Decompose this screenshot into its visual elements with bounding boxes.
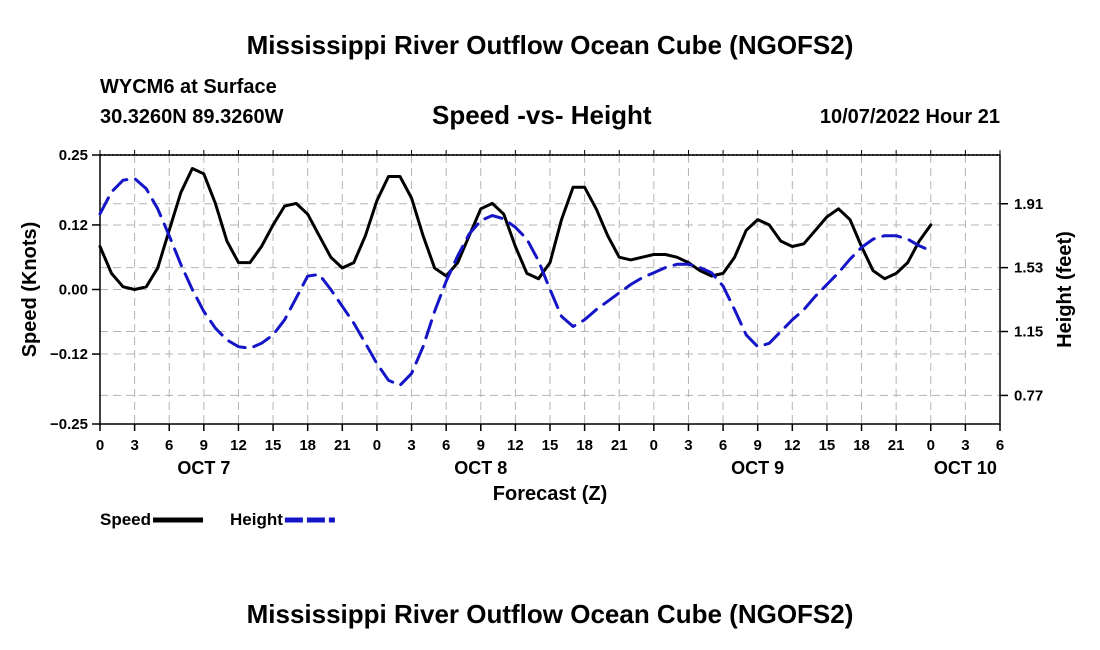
station-label: WYCM6 at Surface xyxy=(100,76,277,98)
x-tick-label: 18 xyxy=(576,437,593,454)
x-tick-label: 0 xyxy=(96,437,104,454)
date-label: OCT 9 xyxy=(731,458,784,478)
x-tick-label: 18 xyxy=(853,437,870,454)
x-axis-title: Forecast (Z) xyxy=(493,483,607,505)
x-tick-label: 18 xyxy=(299,437,316,454)
y-left-tick-label: −0.25 xyxy=(50,416,88,433)
x-tick-label: 6 xyxy=(996,437,1004,454)
station-coordinates: 30.3260N 89.3260W xyxy=(100,106,284,128)
x-tick-label: 9 xyxy=(200,437,208,454)
x-tick-label: 3 xyxy=(961,437,969,454)
x-tick-label: 3 xyxy=(130,437,138,454)
x-tick-label: 12 xyxy=(507,437,524,454)
x-tick-label: 15 xyxy=(265,437,282,454)
x-tick-label: 21 xyxy=(888,437,905,454)
date-label: OCT 8 xyxy=(454,458,507,478)
y-right-axis-title: Height (feet) xyxy=(1054,231,1076,348)
chart-footer-title: Mississippi River Outflow Ocean Cube (NG… xyxy=(246,599,854,629)
x-tick-label: 0 xyxy=(927,437,935,454)
x-tick-label: 6 xyxy=(442,437,450,454)
x-tick-label: 21 xyxy=(334,437,351,454)
x-tick-label: 9 xyxy=(754,437,762,454)
x-tick-label: 12 xyxy=(784,437,801,454)
y-right-tick-label: 1.53 xyxy=(1014,260,1043,277)
y-right-tick-label: 1.15 xyxy=(1014,324,1043,341)
forecast-datetime: 10/07/2022 Hour 21 xyxy=(819,106,1000,128)
x-tick-label: 12 xyxy=(230,437,247,454)
chart-subtitle: Speed -vs- Height xyxy=(432,100,652,130)
x-tick-label: 15 xyxy=(542,437,559,454)
y-left-tick-label: −0.12 xyxy=(50,346,88,363)
y-right-tick-label: 0.77 xyxy=(1014,387,1043,404)
x-tick-label: 6 xyxy=(719,437,727,454)
y-left-tick-label: 0.25 xyxy=(59,147,88,164)
x-tick-label: 6 xyxy=(165,437,173,454)
y-left-tick-label: 0.00 xyxy=(59,282,88,299)
chart-main-title: Mississippi River Outflow Ocean Cube (NG… xyxy=(246,30,854,60)
x-tick-label: 9 xyxy=(477,437,485,454)
y-left-axis-title: Speed (Knots) xyxy=(19,222,41,358)
x-tick-label: 3 xyxy=(407,437,415,454)
x-tick-label: 3 xyxy=(684,437,692,454)
legend-label: Speed xyxy=(100,510,151,529)
date-label: OCT 7 xyxy=(177,458,230,478)
height-series-line xyxy=(98,177,933,387)
legend-label: Height xyxy=(230,510,283,529)
speed-series-line xyxy=(98,167,933,291)
y-right-tick-label: 1.91 xyxy=(1014,196,1043,213)
date-label: OCT 10 xyxy=(934,458,997,478)
x-tick-label: 15 xyxy=(819,437,836,454)
x-tick-label: 0 xyxy=(650,437,658,454)
x-tick-label: 21 xyxy=(611,437,628,454)
y-left-tick-label: 0.12 xyxy=(59,217,88,234)
x-tick-label: 0 xyxy=(373,437,381,454)
